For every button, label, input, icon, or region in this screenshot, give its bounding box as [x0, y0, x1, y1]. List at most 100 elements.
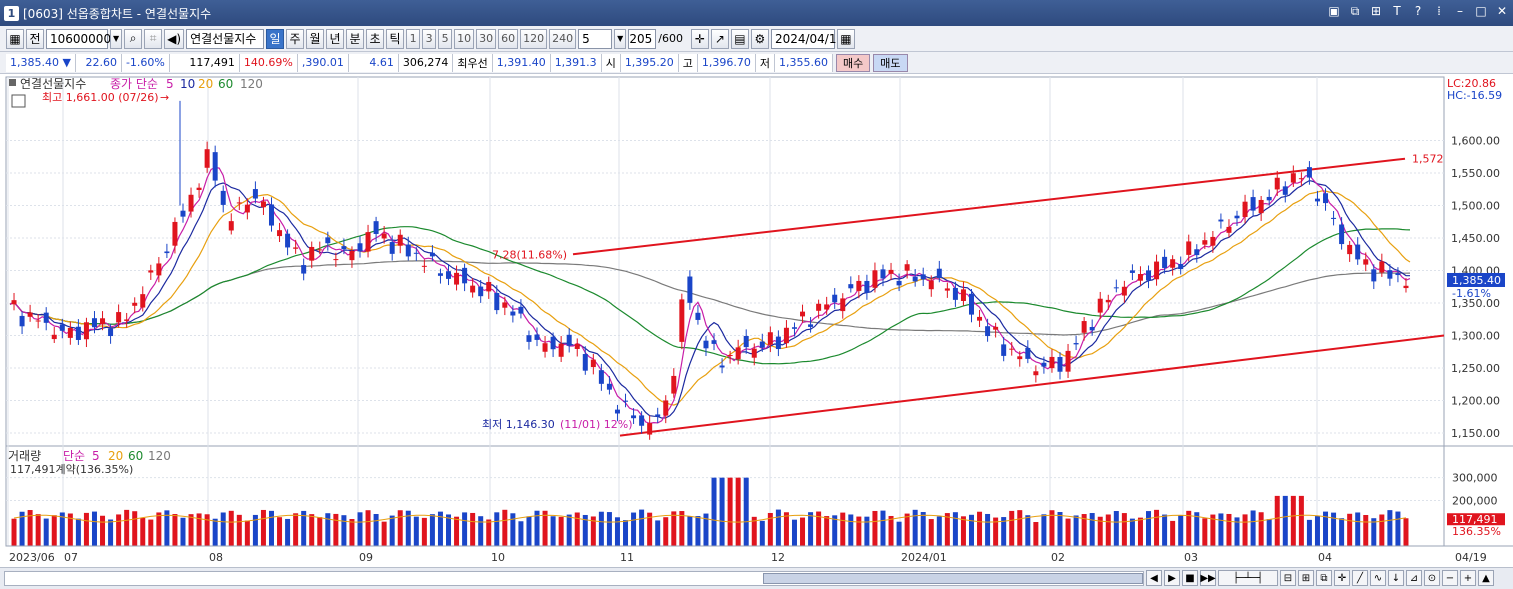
candle-body — [67, 327, 73, 338]
interval-dropdown-icon[interactable]: ▼ — [614, 28, 627, 49]
layout-icon[interactable]: ▣ — [1328, 4, 1340, 18]
low-label: 저 — [755, 53, 776, 72]
shrink-icon[interactable]: ⧉ — [1316, 570, 1332, 586]
text-icon[interactable]: T — [1393, 4, 1401, 18]
candle-body — [35, 320, 41, 322]
tab-day[interactable]: 일 — [266, 28, 285, 49]
speaker-icon[interactable]: ◀) — [164, 28, 185, 49]
minute-3[interactable]: 3 — [422, 28, 437, 49]
ruler-icon[interactable]: ⊿ — [1406, 570, 1422, 586]
stop-icon[interactable]: ■ — [1182, 570, 1198, 586]
compare-icon[interactable]: ⌗ — [144, 28, 163, 49]
candle-body — [140, 294, 146, 308]
tab-month[interactable]: 월 — [306, 28, 325, 49]
dots-icon[interactable]: ⁞ — [1437, 4, 1441, 18]
code-input[interactable]: 10600000 — [46, 28, 111, 49]
sell-button[interactable]: 매도 — [873, 53, 908, 72]
volume-bar — [75, 518, 81, 546]
volume-bar — [775, 509, 781, 546]
candle-body — [333, 259, 339, 261]
maximize-icon[interactable]: □ — [1475, 4, 1487, 18]
arrow-down-icon[interactable]: ↓ — [1388, 570, 1404, 586]
ma10-line — [9, 179, 1411, 419]
candle-body — [775, 336, 781, 350]
candle-body — [1017, 356, 1023, 360]
zoom-out-icon[interactable]: ⊟ — [1280, 570, 1296, 586]
date-input[interactable]: 2024/04/19 — [770, 28, 844, 49]
candle-body — [985, 326, 991, 337]
copy-icon[interactable]: ⧉ — [1350, 4, 1360, 18]
zoom-in-icon[interactable]: ⊞ — [1298, 570, 1314, 586]
tab-tick[interactable]: 틱 — [386, 28, 405, 49]
volume-bar — [952, 512, 958, 546]
volume-legend-ma: 단순 — [63, 449, 85, 463]
minute-30[interactable]: 30 — [476, 28, 497, 49]
search-icon[interactable]: ⌕ — [124, 28, 143, 49]
calendar-icon[interactable]: ▦ — [836, 28, 855, 49]
table-icon[interactable] — [11, 94, 26, 108]
wave-icon[interactable]: ∿ — [1370, 570, 1386, 586]
legend-ma-period: 10 — [180, 77, 195, 91]
volume-bar — [148, 519, 154, 546]
volume-bar — [1339, 518, 1345, 546]
reset-icon[interactable]: ⊙ — [1424, 570, 1440, 586]
minute-10[interactable]: 10 — [454, 28, 475, 49]
prev-icon[interactable]: ◀ — [1146, 570, 1162, 586]
close-icon[interactable]: ✕ — [1496, 4, 1508, 18]
minus-icon[interactable]: − — [1442, 570, 1458, 586]
candle-body — [478, 286, 484, 297]
volume-bar — [389, 515, 395, 546]
candle-body — [454, 272, 460, 285]
interval-input[interactable]: 5 — [578, 28, 613, 49]
grid-icon[interactable]: ▦ — [6, 28, 24, 49]
tab-minute[interactable]: 분 — [346, 28, 365, 49]
candle-body — [1347, 244, 1353, 255]
fast-forward-icon[interactable]: ▶▶ — [1200, 570, 1216, 586]
plus-icon[interactable]: + — [1460, 570, 1476, 586]
next-icon[interactable]: ▶ — [1164, 570, 1180, 586]
period-selector[interactable]: 전 — [26, 28, 44, 49]
minute-5[interactable]: 5 — [438, 28, 453, 49]
minute-1[interactable]: 1 — [406, 28, 421, 49]
candle-body — [1250, 197, 1256, 211]
volume-bar — [936, 516, 942, 546]
plot-frame — [5, 76, 1445, 547]
minimize-icon[interactable]: – — [1457, 4, 1463, 18]
minute-120[interactable]: 120 — [520, 28, 548, 49]
crosshair-toggle-icon[interactable]: ✛ — [1334, 570, 1350, 586]
minute-240[interactable]: 240 — [549, 28, 577, 49]
tab-week[interactable]: 주 — [286, 28, 305, 49]
dropdown-icon[interactable]: ▼ — [110, 28, 123, 49]
settings-icon[interactable]: ⚙ — [750, 28, 769, 49]
volume-bar — [260, 509, 266, 546]
tab-year[interactable]: 년 — [326, 28, 345, 49]
volume-bar — [27, 510, 33, 546]
tab-second[interactable]: 초 — [366, 28, 385, 49]
volume-bar — [566, 514, 572, 546]
volume-bar — [164, 510, 170, 546]
volume-bar — [856, 516, 862, 546]
crosshair-icon[interactable]: ✛ — [690, 28, 709, 49]
chart-area[interactable]: 1,150.00 1,200.00 1,250.00 1,300.00 1,350.00… — [0, 74, 1513, 567]
candle-body — [397, 234, 403, 246]
buy-button[interactable]: 매수 — [836, 53, 871, 72]
candle-body — [421, 265, 427, 267]
candle-body — [164, 251, 170, 254]
link-icon[interactable]: ⊞ — [1370, 4, 1382, 18]
count-input[interactable]: 205 — [628, 28, 657, 49]
triangle-icon[interactable]: ▲ — [1478, 570, 1494, 586]
minute-60[interactable]: 60 — [498, 28, 519, 49]
zoom-slider-icon[interactable]: ├─┴─┤ — [1218, 570, 1278, 586]
help-icon[interactable]: ? — [1414, 4, 1422, 18]
candle-body — [228, 221, 234, 231]
trend-tool-icon[interactable]: ↗ — [710, 28, 729, 49]
volume-bar — [1258, 512, 1264, 546]
price-chart[interactable]: 1,150.00 1,200.00 1,250.00 1,300.00 1,350.00… — [0, 74, 1513, 567]
volume-bar — [968, 514, 974, 546]
scroll-thumb[interactable] — [763, 573, 1143, 584]
horizontal-scrollbar[interactable] — [4, 571, 1144, 586]
line-icon[interactable]: ╱ — [1352, 570, 1368, 586]
volume-legend-period: 20 — [108, 449, 123, 463]
save-icon[interactable]: ▤ — [730, 28, 749, 49]
candle-body — [631, 415, 637, 419]
